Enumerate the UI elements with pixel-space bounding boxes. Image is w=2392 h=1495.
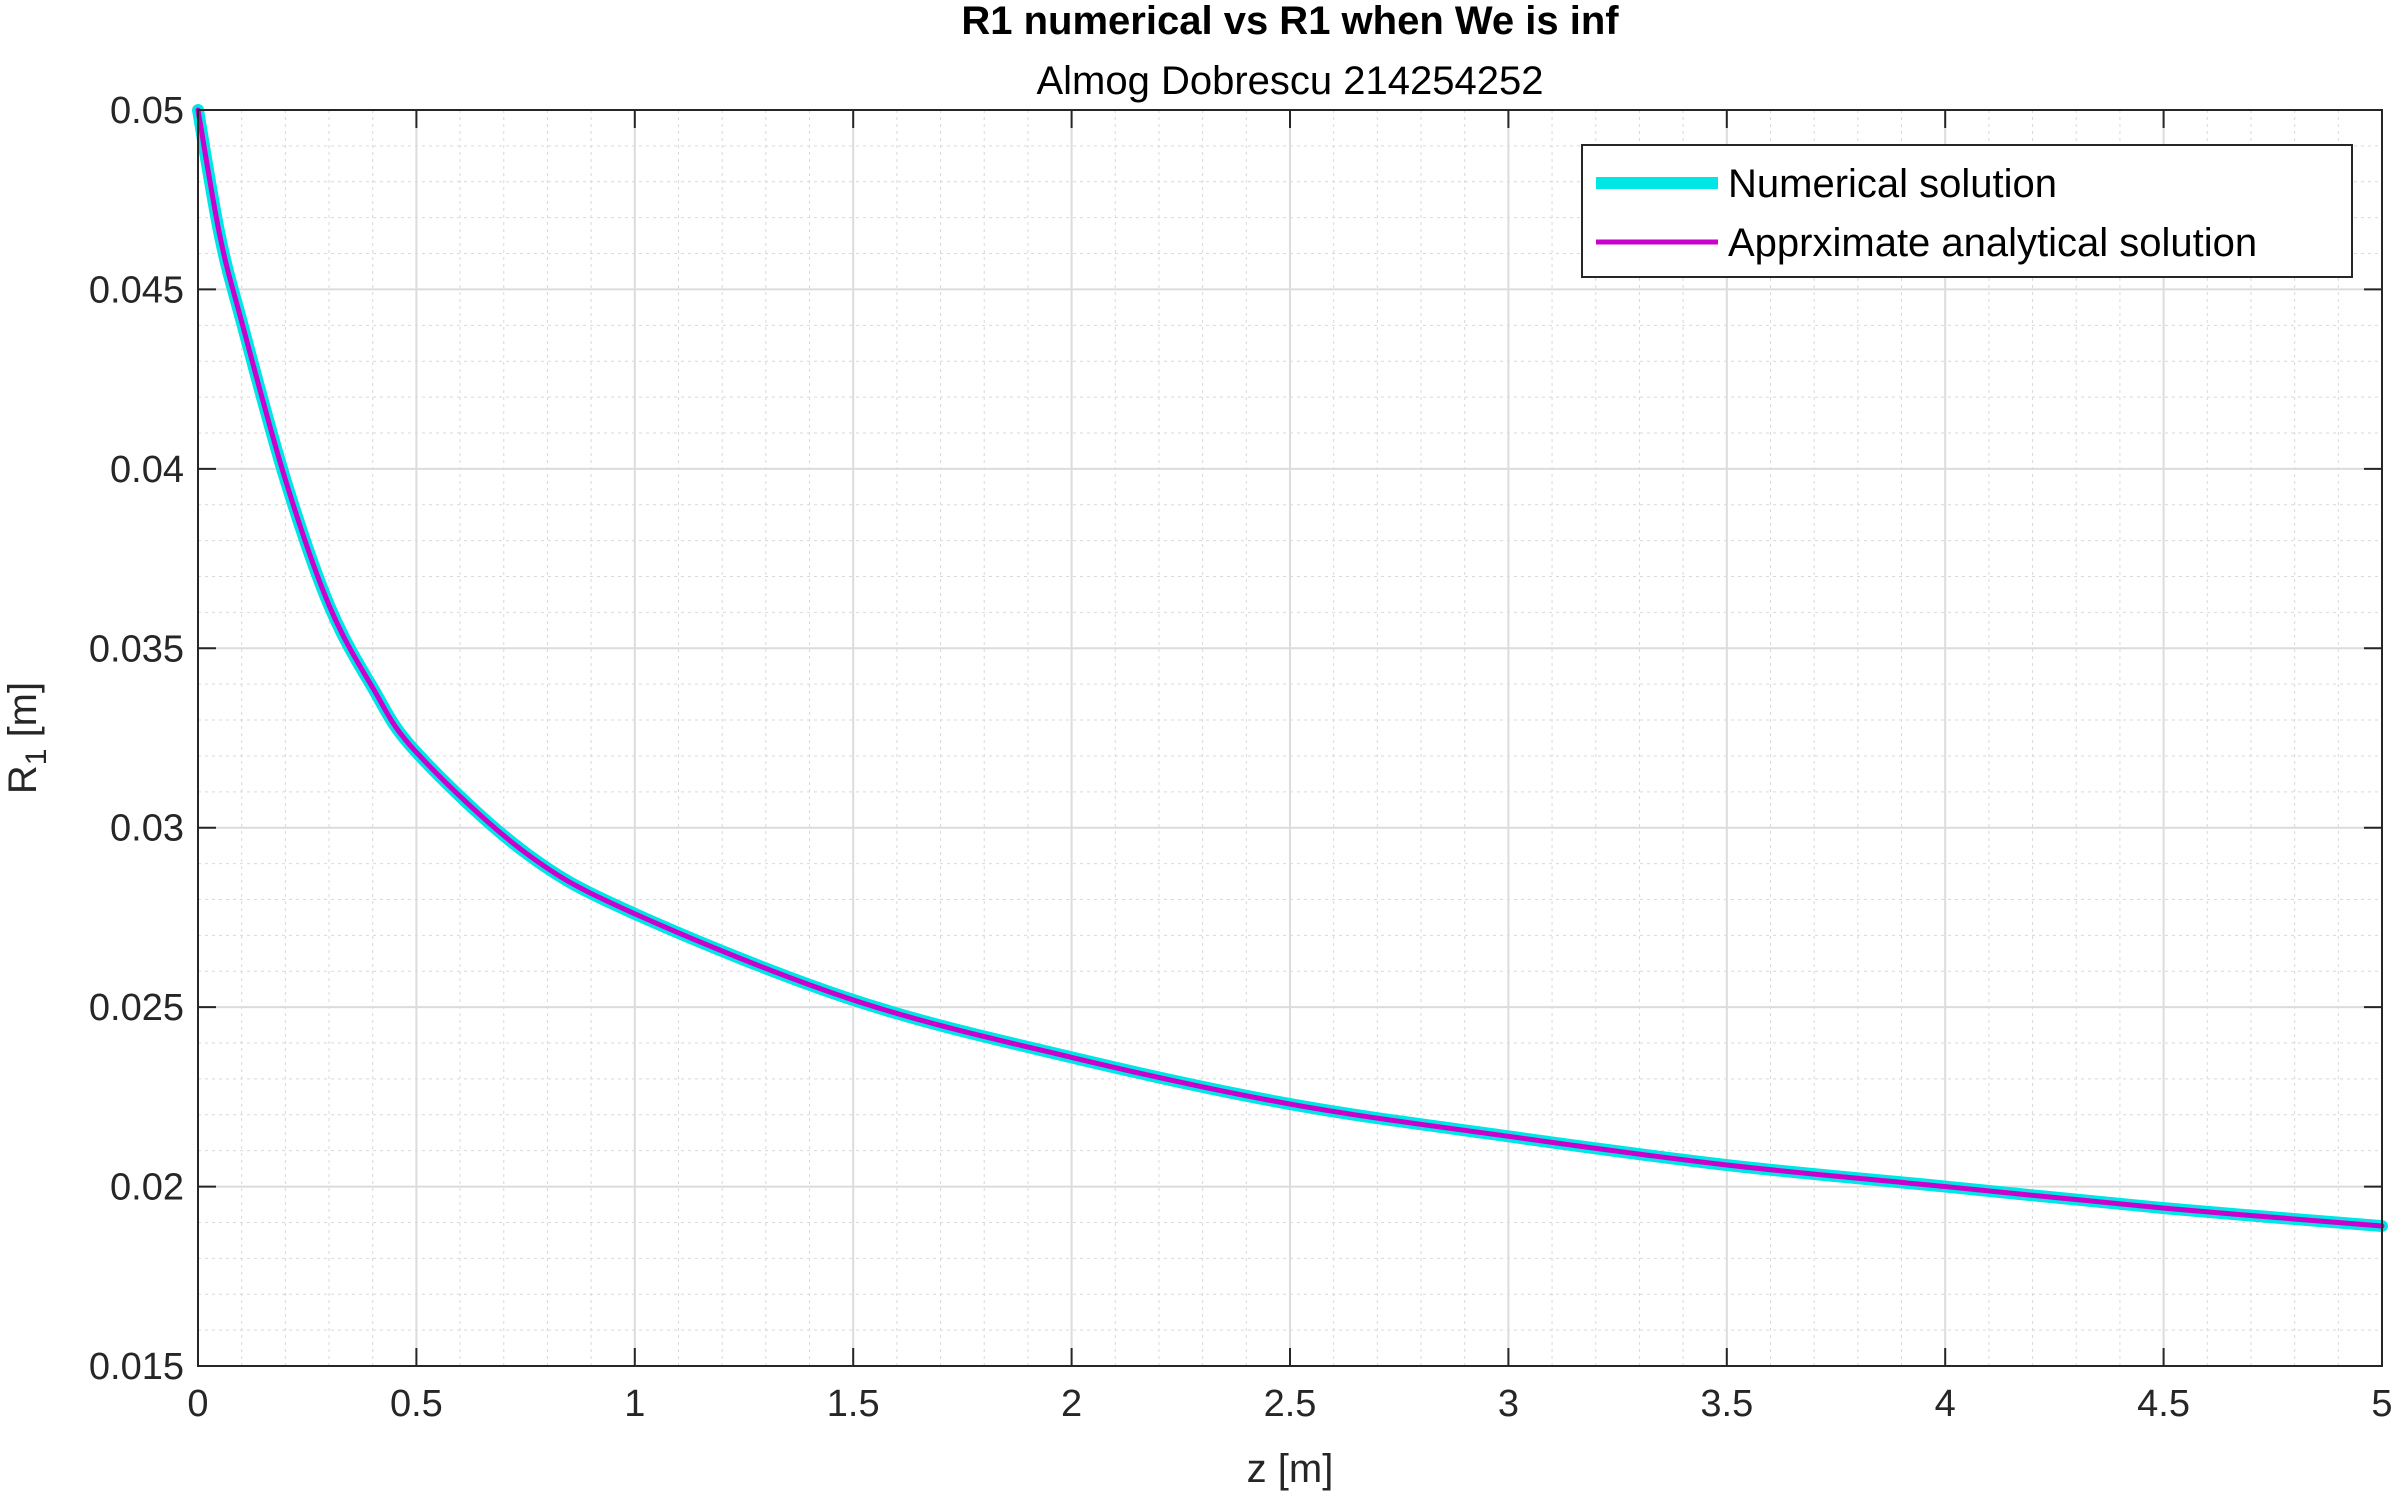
x-tick-labels: 0 0.5 1 1.5 2 2.5 3 3.5 4 4.5 5: [187, 1383, 2392, 1425]
x-axis-label: z [m]: [1247, 1447, 1334, 1491]
legend-label-analytical: Apprximate analytical solution: [1728, 221, 2257, 265]
y-tick-labels: 0.015 0.02 0.025 0.03 0.035 0.04 0.045 0.05: [89, 90, 184, 1388]
x-tick-label: 0: [187, 1383, 208, 1425]
tick-marks: [197, 109, 2383, 1367]
svg-text:R1 [m]: R1 [m]: [1, 682, 53, 794]
series-line-analytical: [195, 107, 2385, 1229]
x-tick-label: 1: [624, 1383, 645, 1425]
y-tick-label: 0.015: [89, 1346, 184, 1388]
y-tick-label: 0.02: [110, 1167, 184, 1209]
series-layer: [192, 104, 2388, 1233]
legend-label-numerical: Numerical solution: [1728, 162, 2057, 206]
x-tick-label: 4: [1935, 1383, 1956, 1425]
y-axis-label-main: R: [1, 765, 45, 794]
x-tick-label: 2: [1061, 1383, 1082, 1425]
legend-box: [1581, 144, 2353, 278]
y-axis-label: R1 [m]: [1, 682, 53, 794]
y-tick-label: 0.04: [110, 449, 184, 491]
y-tick-label: 0.045: [89, 269, 184, 311]
y-tick-label: 0.05: [110, 90, 184, 132]
y-axis-label-subscript: 1: [20, 749, 53, 766]
x-tick-label: 3: [1498, 1383, 1519, 1425]
chart-title: R1 numerical vs R1 when We is inf: [961, 0, 1619, 43]
x-tick-label: 5: [2371, 1383, 2392, 1425]
y-tick-label: 0.035: [89, 628, 184, 670]
x-tick-label: 3.5: [1700, 1383, 1753, 1425]
chart-subtitle: Almog Dobrescu 214254252: [1036, 59, 1543, 103]
legend: Numerical solution Apprximate analytical…: [1581, 144, 2353, 278]
x-tick-label: 4.5: [2137, 1383, 2190, 1425]
x-tick-label: 0.5: [390, 1383, 443, 1425]
x-tick-label: 1.5: [827, 1383, 880, 1425]
x-tick-label: 2.5: [1264, 1383, 1317, 1425]
y-tick-label: 0.03: [110, 808, 184, 850]
y-tick-label: 0.025: [89, 987, 184, 1029]
y-axis-label-unit: [m]: [1, 682, 45, 749]
